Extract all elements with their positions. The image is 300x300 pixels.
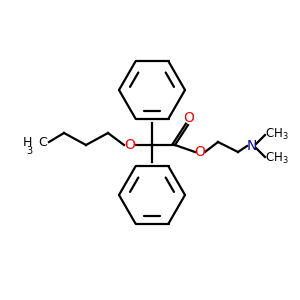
Text: CH$_3$: CH$_3$	[265, 126, 289, 142]
Text: C: C	[38, 136, 47, 148]
Text: 3: 3	[26, 146, 32, 156]
Text: O: O	[124, 138, 135, 152]
Text: N: N	[247, 139, 257, 153]
Text: H: H	[22, 136, 32, 148]
Text: O: O	[184, 111, 194, 125]
Text: CH$_3$: CH$_3$	[265, 150, 289, 166]
Text: O: O	[195, 145, 206, 159]
